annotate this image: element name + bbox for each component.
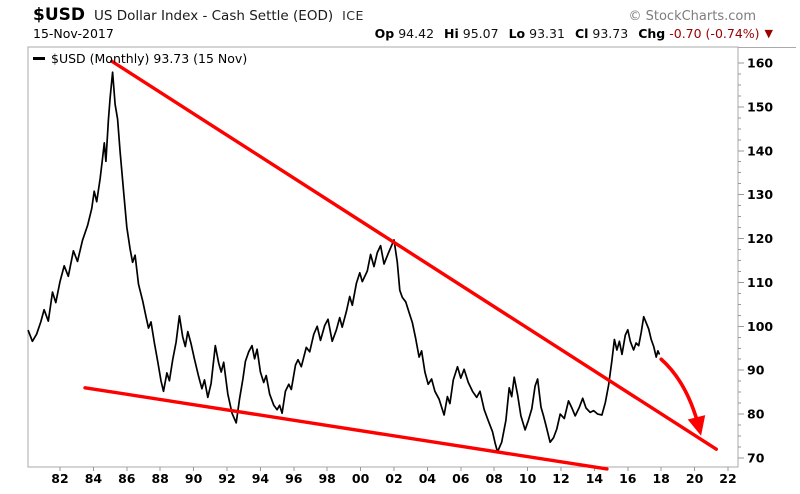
y-axis-tick-label: 140 [747,143,773,158]
y-axis-tick-label: 150 [747,99,773,114]
x-axis-tick-label: 14 [586,471,604,486]
triangle-down-icon: ▼ [764,27,773,40]
x-axis-tick-label: 22 [719,471,736,486]
down-arrow-head [687,415,706,436]
x-axis-tick-label: 82 [51,471,68,486]
y-axis-tick-label: 160 [747,55,773,70]
open-label: Op [374,26,395,41]
descending-support-trendline [83,386,609,471]
close-label: Cl [574,26,589,41]
low-label: Lo [508,26,526,41]
x-axis-tick-label: 86 [118,471,136,486]
chart-header: $USD US Dollar Index - Cash Settle (EOD)… [33,5,756,25]
x-axis-tick-label: 12 [552,471,569,486]
ohlc-fields: Op 94.42 Hi 95.07 Lo 93.31 Cl 93.73 Chg … [375,26,773,41]
low-value: 93.31 [529,26,565,41]
quote-date: 15-Nov-2017 [33,26,114,41]
x-axis-tick-label: 02 [385,471,402,486]
price-line [27,71,661,453]
y-axis-tick-label: 70 [747,451,765,466]
y-axis-tick-label: 130 [747,187,773,202]
legend-dash-icon [33,57,45,60]
x-axis-tick-label: 96 [285,471,303,486]
y-axis-tick-label: 100 [747,319,773,334]
x-axis-tick-label: 08 [485,471,502,486]
y-axis-tick-label: 110 [747,275,773,290]
y-axis-tick-label: 120 [747,231,773,246]
close-value: 93.73 [592,26,629,41]
x-axis-tick-label: 94 [252,471,270,486]
series-legend: $USD (Monthly) 93.73 (15 Nov) [33,51,247,66]
x-axis-tick-label: 92 [218,471,235,486]
high-label: Hi [444,26,459,41]
x-axis-tick-label: 06 [452,471,470,486]
x-axis-tick-label: 98 [318,471,335,486]
legend-text: $USD (Monthly) 93.73 (15 Nov) [51,51,248,66]
quote-bar: 15-Nov-2017 Op 94.42 Hi 95.07 Lo 93.31 C… [33,26,773,41]
chart-title: US Dollar Index - Cash Settle (EOD) [94,8,334,24]
x-axis-tick-label: 84 [85,471,103,486]
descending-resistance-trendline [110,59,719,451]
change-value: -0.70 (-0.74%) [669,26,760,41]
copyright-text: © StockCharts.com [628,9,756,24]
high-value: 95.07 [462,26,499,41]
x-axis-tick-label: 18 [652,471,669,486]
x-axis-tick-label: 20 [686,471,704,486]
x-axis-tick-label: 10 [519,471,537,486]
x-axis-tick-label: 04 [419,471,437,486]
x-axis-tick-label: 16 [619,471,637,486]
y-axis-tick-label: 90 [747,363,765,378]
ticker-symbol: $USD [33,5,85,25]
change-label: Chg [638,26,666,41]
open-value: 94.42 [398,26,435,41]
x-axis-tick-label: 88 [151,471,168,486]
x-axis-tick-label: 00 [352,471,370,486]
exchange-label: ICE [342,8,364,23]
y-axis-tick-label: 80 [747,407,765,422]
x-axis-tick-label: 90 [185,471,203,486]
